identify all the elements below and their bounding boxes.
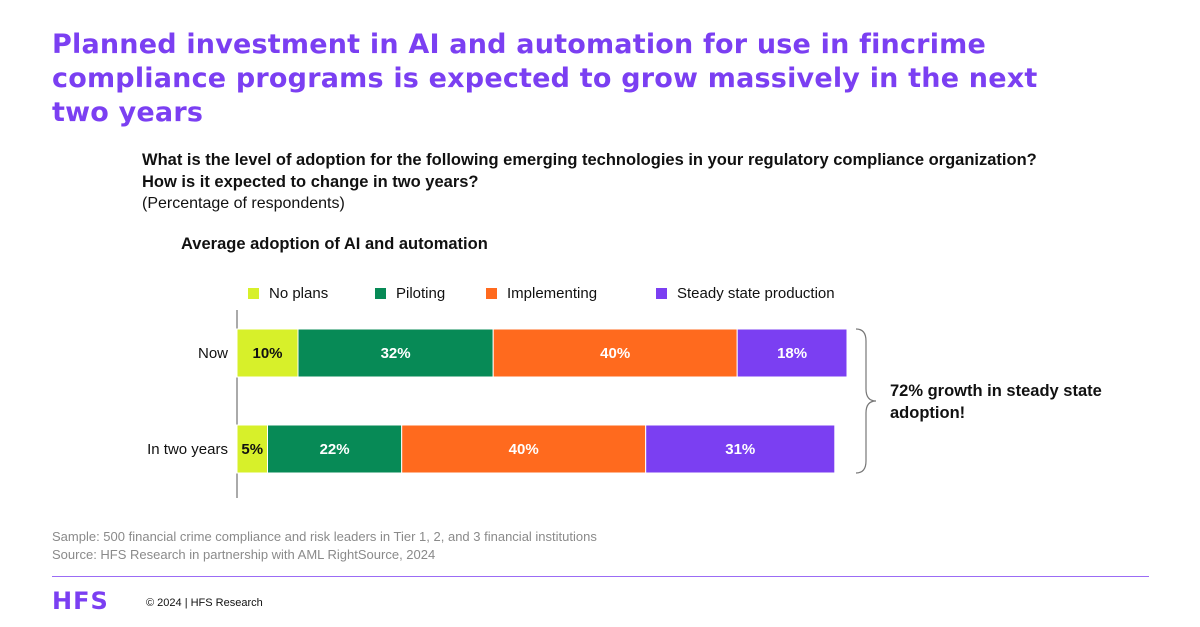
data-label: 32% (381, 345, 411, 362)
data-label: 18% (777, 345, 807, 362)
category-label: Now (198, 345, 228, 362)
data-label: 40% (509, 441, 539, 458)
chart-title: Average adoption of AI and automation (181, 235, 488, 253)
hfs-logo: HFS (52, 587, 109, 615)
legend-item-no-plans: No plans (248, 285, 328, 302)
category-label: In two years (147, 441, 228, 458)
legend-label-steady-state: Steady state production (677, 285, 835, 302)
legend-swatch-piloting (375, 288, 386, 299)
growth-callout: 72% growth in steady state adoption! (890, 382, 1102, 422)
sample-note: Sample: 500 financial crime compliance a… (52, 529, 597, 544)
bar-segment (645, 424, 836, 474)
data-label: 31% (725, 441, 755, 458)
legend-item-piloting: Piloting (375, 285, 445, 302)
bar-segment (492, 328, 738, 378)
copyright: © 2024 | HFS Research (146, 597, 263, 609)
legend-swatch-implementing (486, 288, 497, 299)
legend-swatch-steady-state (656, 288, 667, 299)
bar-segment (267, 424, 403, 474)
bar-segment (297, 328, 494, 378)
bar-segment (236, 328, 299, 378)
data-label: 40% (600, 345, 630, 362)
footnotes: Sample: 500 financial crime compliance a… (52, 528, 597, 564)
footer-divider (52, 576, 1149, 577)
data-label: 10% (252, 345, 282, 362)
legend-swatch-no-plans (248, 288, 259, 299)
bracket-brace (855, 328, 877, 474)
data-label: 22% (320, 441, 350, 458)
legend-label-implementing: Implementing (507, 285, 598, 302)
bar-segment (236, 424, 268, 474)
legend-item-implementing: Implementing (486, 285, 597, 302)
survey-question: What is the level of adoption for the fo… (142, 151, 1037, 191)
unit-note: (Percentage of respondents) (142, 195, 345, 212)
bar-segment (401, 424, 647, 474)
legend-item-steady-state: Steady state production (656, 285, 835, 302)
chart-legend: No plans Piloting Implementing Steady st… (0, 285, 1200, 305)
legend-label-piloting: Piloting (396, 285, 446, 302)
source-note: Source: HFS Research in partnership with… (52, 547, 436, 562)
headline: Planned investment in AI and automation … (52, 29, 1038, 128)
data-label: 5% (241, 441, 263, 458)
bar-segment (736, 328, 848, 378)
legend-label-no-plans: No plans (269, 285, 329, 302)
